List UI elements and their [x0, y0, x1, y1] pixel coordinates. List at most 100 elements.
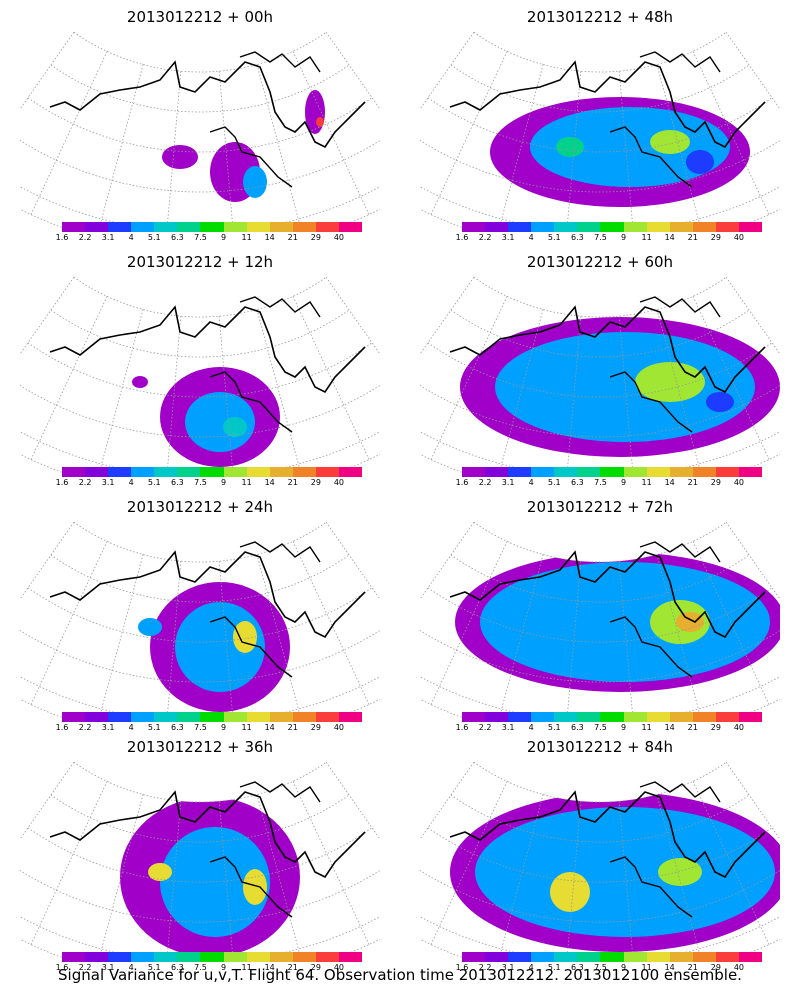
variance-area [550, 872, 590, 912]
colorbar-tick-label: 3.1 [501, 963, 515, 972]
variance-area [635, 362, 705, 402]
colorbar-tick-label: 29 [310, 478, 321, 487]
colorbar-tick-label: 14 [664, 963, 675, 972]
colorbar-tick-label: 11 [241, 478, 252, 487]
colorbar-tick-label: 5.1 [147, 723, 161, 732]
graticule-latitude [73, 32, 327, 73]
coastline [209, 541, 321, 678]
colorbar-swatch [315, 467, 339, 477]
graticule-latitude [450, 554, 750, 603]
colorbar-tick-label: 6.3 [171, 233, 184, 242]
colorbar-swatch [623, 222, 647, 232]
colorbar-tick-label: 29 [310, 723, 321, 732]
colorbar-tick-label: 7.5 [194, 478, 207, 487]
colorbar-tick-label: 6.3 [571, 478, 584, 487]
graticule-meridian [292, 296, 370, 460]
colorbar-swatch [62, 467, 86, 477]
colorbar-swatch [646, 222, 670, 232]
graticule-meridian [20, 277, 75, 355]
colorbar-tick-label: 7.5 [594, 723, 607, 732]
colorbar-swatch [508, 952, 532, 962]
variance-area [148, 863, 172, 881]
graticule-latitude [27, 827, 373, 883]
colorbar-tick-label: 40 [333, 478, 345, 487]
colorbar-swatch [131, 712, 155, 722]
colorbar-tick-label: 4 [528, 963, 534, 972]
coastline [609, 51, 721, 188]
variance-area [556, 137, 584, 157]
coastline [449, 790, 766, 879]
colorbar-tick-label: 5.1 [547, 478, 561, 487]
colorbar-swatch [223, 222, 247, 232]
colorbar-swatch [269, 222, 293, 232]
colorbar-tick-label: 14 [664, 478, 675, 487]
graticule-meridian [325, 762, 380, 840]
colorbar-tick-label: 2.2 [478, 723, 492, 732]
colorbar-swatch [554, 712, 578, 722]
graticule-latitude [420, 208, 780, 232]
graticule-latitude [420, 938, 780, 962]
colorbar-tick-label: 11 [241, 963, 252, 972]
colorbar-tick-label: 7.5 [194, 233, 207, 242]
colorbar-swatch [462, 712, 486, 722]
colorbar-tick-label: 6.3 [571, 963, 584, 972]
colorbar-tick-label: 2.2 [78, 233, 92, 242]
coastline [209, 51, 321, 188]
colorbar-tick-label: 4 [528, 723, 534, 732]
graticule-meridian [20, 522, 75, 600]
colorbar-tick-label: 40 [733, 723, 745, 732]
graticule-meridian [30, 541, 108, 705]
colorbar-swatch [715, 952, 739, 962]
colorbar-swatch [485, 222, 509, 232]
colorbar-swatch [577, 952, 601, 962]
colorbar-tick-label: 21 [287, 723, 298, 732]
colorbar-swatch [577, 467, 601, 477]
colorbar-swatch [692, 952, 716, 962]
colorbar-tick-label: 21 [687, 723, 698, 732]
variance-area [316, 117, 324, 127]
coastline [209, 296, 321, 433]
panel-title: 2013012212 + 60h [526, 253, 674, 271]
variance-area [138, 618, 162, 636]
colorbar-swatch [177, 712, 201, 722]
colorbar-swatch [154, 712, 178, 722]
colorbar-swatch [62, 712, 86, 722]
colorbar-tick-label: 1.6 [455, 478, 469, 487]
coastline [449, 550, 766, 639]
colorbar-tick-label: 3.1 [101, 723, 115, 732]
colorbar-tick-label: 3.1 [101, 233, 115, 242]
graticule-latitude [427, 97, 773, 153]
forecast-map [20, 522, 380, 722]
coastline [49, 305, 366, 394]
colorbar-tick-label: 40 [333, 233, 345, 242]
colorbar-tick-label: 2.2 [78, 723, 92, 732]
colorbar-swatch [223, 712, 247, 722]
colorbar-tick-label: 5.1 [147, 963, 161, 972]
colorbar-swatch [738, 222, 762, 232]
colorbar-swatch [269, 712, 293, 722]
colorbar-tick-label: 1.6 [455, 723, 469, 732]
graticule-latitude [473, 32, 727, 73]
colorbar-swatch [462, 222, 486, 232]
graticule-latitude [20, 384, 380, 438]
colorbar-swatch [85, 222, 109, 232]
colorbar-tick-label: 5.1 [147, 233, 161, 242]
colorbar-tick-label: 4 [128, 478, 134, 487]
colorbar-swatch [85, 712, 109, 722]
graticule-meridian [20, 32, 75, 110]
graticule-latitude [20, 453, 380, 477]
colorbar-swatch [223, 952, 247, 962]
colorbar-tick-label: 4 [128, 233, 134, 242]
graticule-latitude [50, 309, 350, 358]
colorbar-swatch [292, 952, 316, 962]
colorbar-tick-label: 6.3 [571, 723, 584, 732]
graticule-latitude [50, 794, 350, 843]
colorbar-tick-label: 9 [620, 723, 627, 732]
coastline [49, 790, 366, 879]
graticule-latitude [27, 342, 373, 398]
colorbar-tick-label: 2.2 [478, 233, 492, 242]
colorbar-swatch [577, 222, 601, 232]
graticule-meridian [30, 781, 108, 945]
coastline [609, 541, 721, 678]
colorbar-swatch [554, 952, 578, 962]
